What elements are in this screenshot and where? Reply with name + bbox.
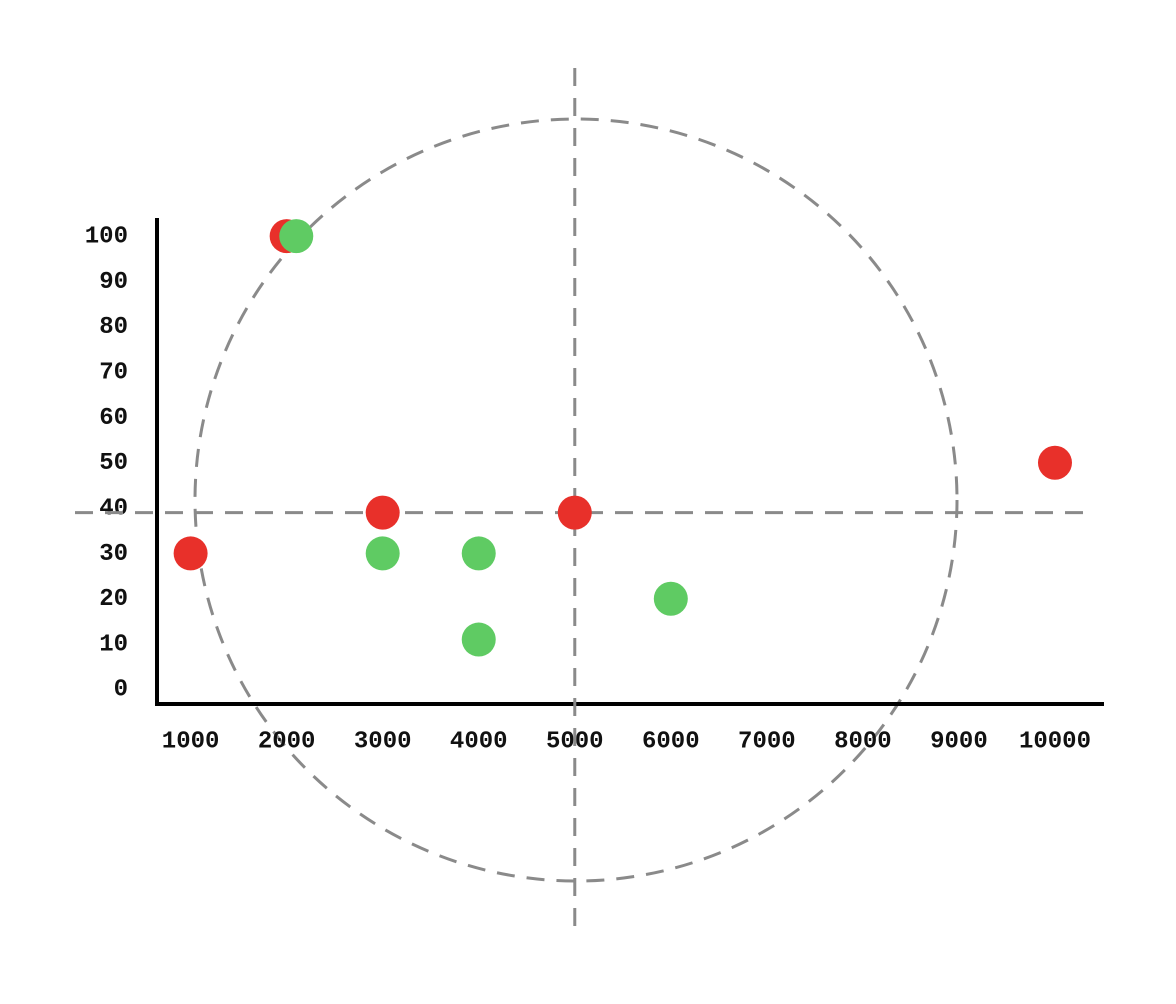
point [1037, 445, 1072, 480]
point [461, 622, 496, 657]
y-tick-label: 90 [99, 269, 128, 296]
x-tick-label: 8000 [834, 728, 892, 755]
point [365, 495, 400, 530]
y-tick-label: 10 [99, 631, 128, 658]
x-tick-label: 10000 [1019, 728, 1091, 755]
y-tick-label: 40 [99, 495, 128, 522]
y-tick-label: 80 [99, 314, 128, 341]
x-tick-label: 2000 [258, 728, 316, 755]
point [557, 495, 592, 530]
x-tick-label: 4000 [450, 728, 508, 755]
x-tick-label: 7000 [738, 728, 796, 755]
y-tick-label: 70 [99, 359, 128, 386]
point [461, 536, 496, 571]
x-tick-label: 1000 [162, 728, 220, 755]
y-tick-label: 100 [85, 223, 128, 250]
y-tick-label: 20 [99, 586, 128, 613]
x-tick-label: 3000 [354, 728, 412, 755]
y-tick-label: 30 [99, 541, 128, 568]
point [173, 536, 208, 571]
reference-circle [193, 117, 959, 883]
y-tick-label: 0 [114, 677, 128, 704]
point [279, 219, 314, 254]
y-tick-label: 60 [99, 405, 128, 432]
x-tick-label: 6000 [642, 728, 700, 755]
x-tick-label: 9000 [930, 728, 988, 755]
point [365, 536, 400, 571]
point [653, 581, 688, 616]
y-tick-label: 50 [99, 450, 128, 477]
